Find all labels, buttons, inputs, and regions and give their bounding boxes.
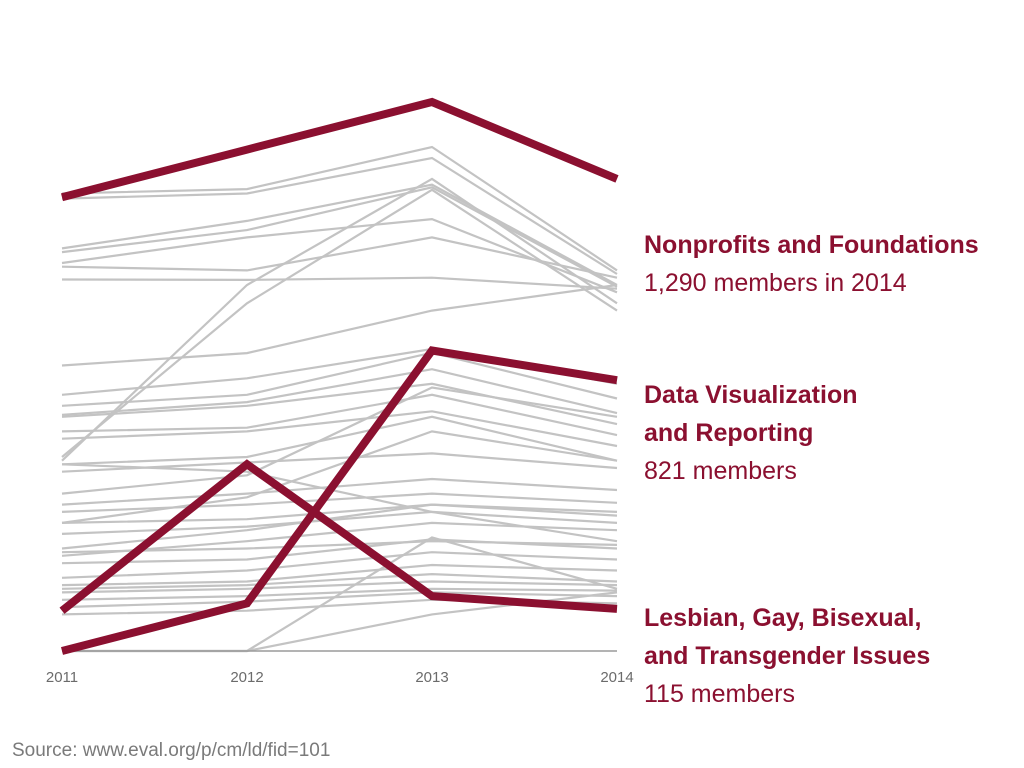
background-series-line-23 <box>61 551 618 579</box>
callout-lgbt-title-1: Lesbian, Gay, Bisexual, <box>644 604 922 632</box>
callout-nonprofits-title: Nonprofits and Foundations <box>644 231 979 259</box>
highlighted-series-group <box>59 97 619 655</box>
background-series-line-18 <box>61 492 618 513</box>
background-series-line-6 <box>61 236 618 279</box>
callout-nonprofits: Nonprofits and Foundations 1,290 members… <box>644 226 979 302</box>
background-series-line-31 <box>61 188 618 458</box>
background-series-line-11 <box>61 368 618 416</box>
x-tick-2012: 2012 <box>230 669 263 686</box>
background-series-line-8 <box>61 283 618 367</box>
background-series-line-35 <box>61 386 618 495</box>
highlight-series-line-dataviz <box>61 346 618 655</box>
callout-lgbt-count: 115 members <box>644 680 795 708</box>
callout-lgbt: Lesbian, Gay, Bisexual, and Transgender … <box>644 599 930 713</box>
background-series-line-10 <box>61 351 618 407</box>
background-series-line-2 <box>61 156 618 275</box>
background-series-line-28 <box>61 591 618 609</box>
x-axis-ticks: 2011 2012 2013 2014 <box>46 669 634 686</box>
background-series-line-7 <box>61 276 618 290</box>
background-series-line-13 <box>61 393 618 437</box>
background-series-line-15 <box>61 415 618 466</box>
background-series-line-17 <box>61 477 618 506</box>
background-series-line-27 <box>61 587 618 601</box>
background-series-line-30 <box>61 177 618 462</box>
callout-nonprofits-count: 1,290 members in 2014 <box>644 269 907 297</box>
background-series-line-3 <box>61 183 618 286</box>
background-series-line-16 <box>61 452 618 473</box>
background-series-line-14 <box>61 410 618 448</box>
background-series-line-5 <box>61 217 618 294</box>
background-series-line-26 <box>61 580 618 594</box>
x-tick-2013: 2013 <box>415 669 448 686</box>
background-series-line-22 <box>61 538 618 565</box>
x-tick-2014: 2014 <box>600 669 633 686</box>
background-series-line-12 <box>61 382 618 426</box>
background-series-line-20 <box>61 510 618 535</box>
highlight-series-line-lgbt <box>59 459 618 614</box>
callout-dataviz-count: 821 members <box>644 457 797 485</box>
x-tick-2011: 2011 <box>46 669 78 686</box>
background-series-line-4 <box>61 186 618 288</box>
background-series-line-19 <box>61 503 618 524</box>
callout-lgbt-title-2: and Transgender Issues <box>644 642 931 670</box>
callout-dataviz-title-1: Data Visualization <box>644 381 858 409</box>
source-note: Source: www.eval.org/p/cm/ld/fid=101 <box>12 740 331 761</box>
background-series-line-36 <box>61 430 618 524</box>
callout-dataviz-title-2: and Reporting <box>644 419 814 447</box>
background-series-line-1 <box>61 145 618 272</box>
background-series-line-25 <box>61 572 618 590</box>
highlight-series-line-nonprofits <box>61 97 619 202</box>
callout-dataviz: Data Visualization and Reporting 821 mem… <box>644 376 858 490</box>
background-series-group <box>61 145 618 653</box>
background-series-line-24 <box>61 563 618 587</box>
